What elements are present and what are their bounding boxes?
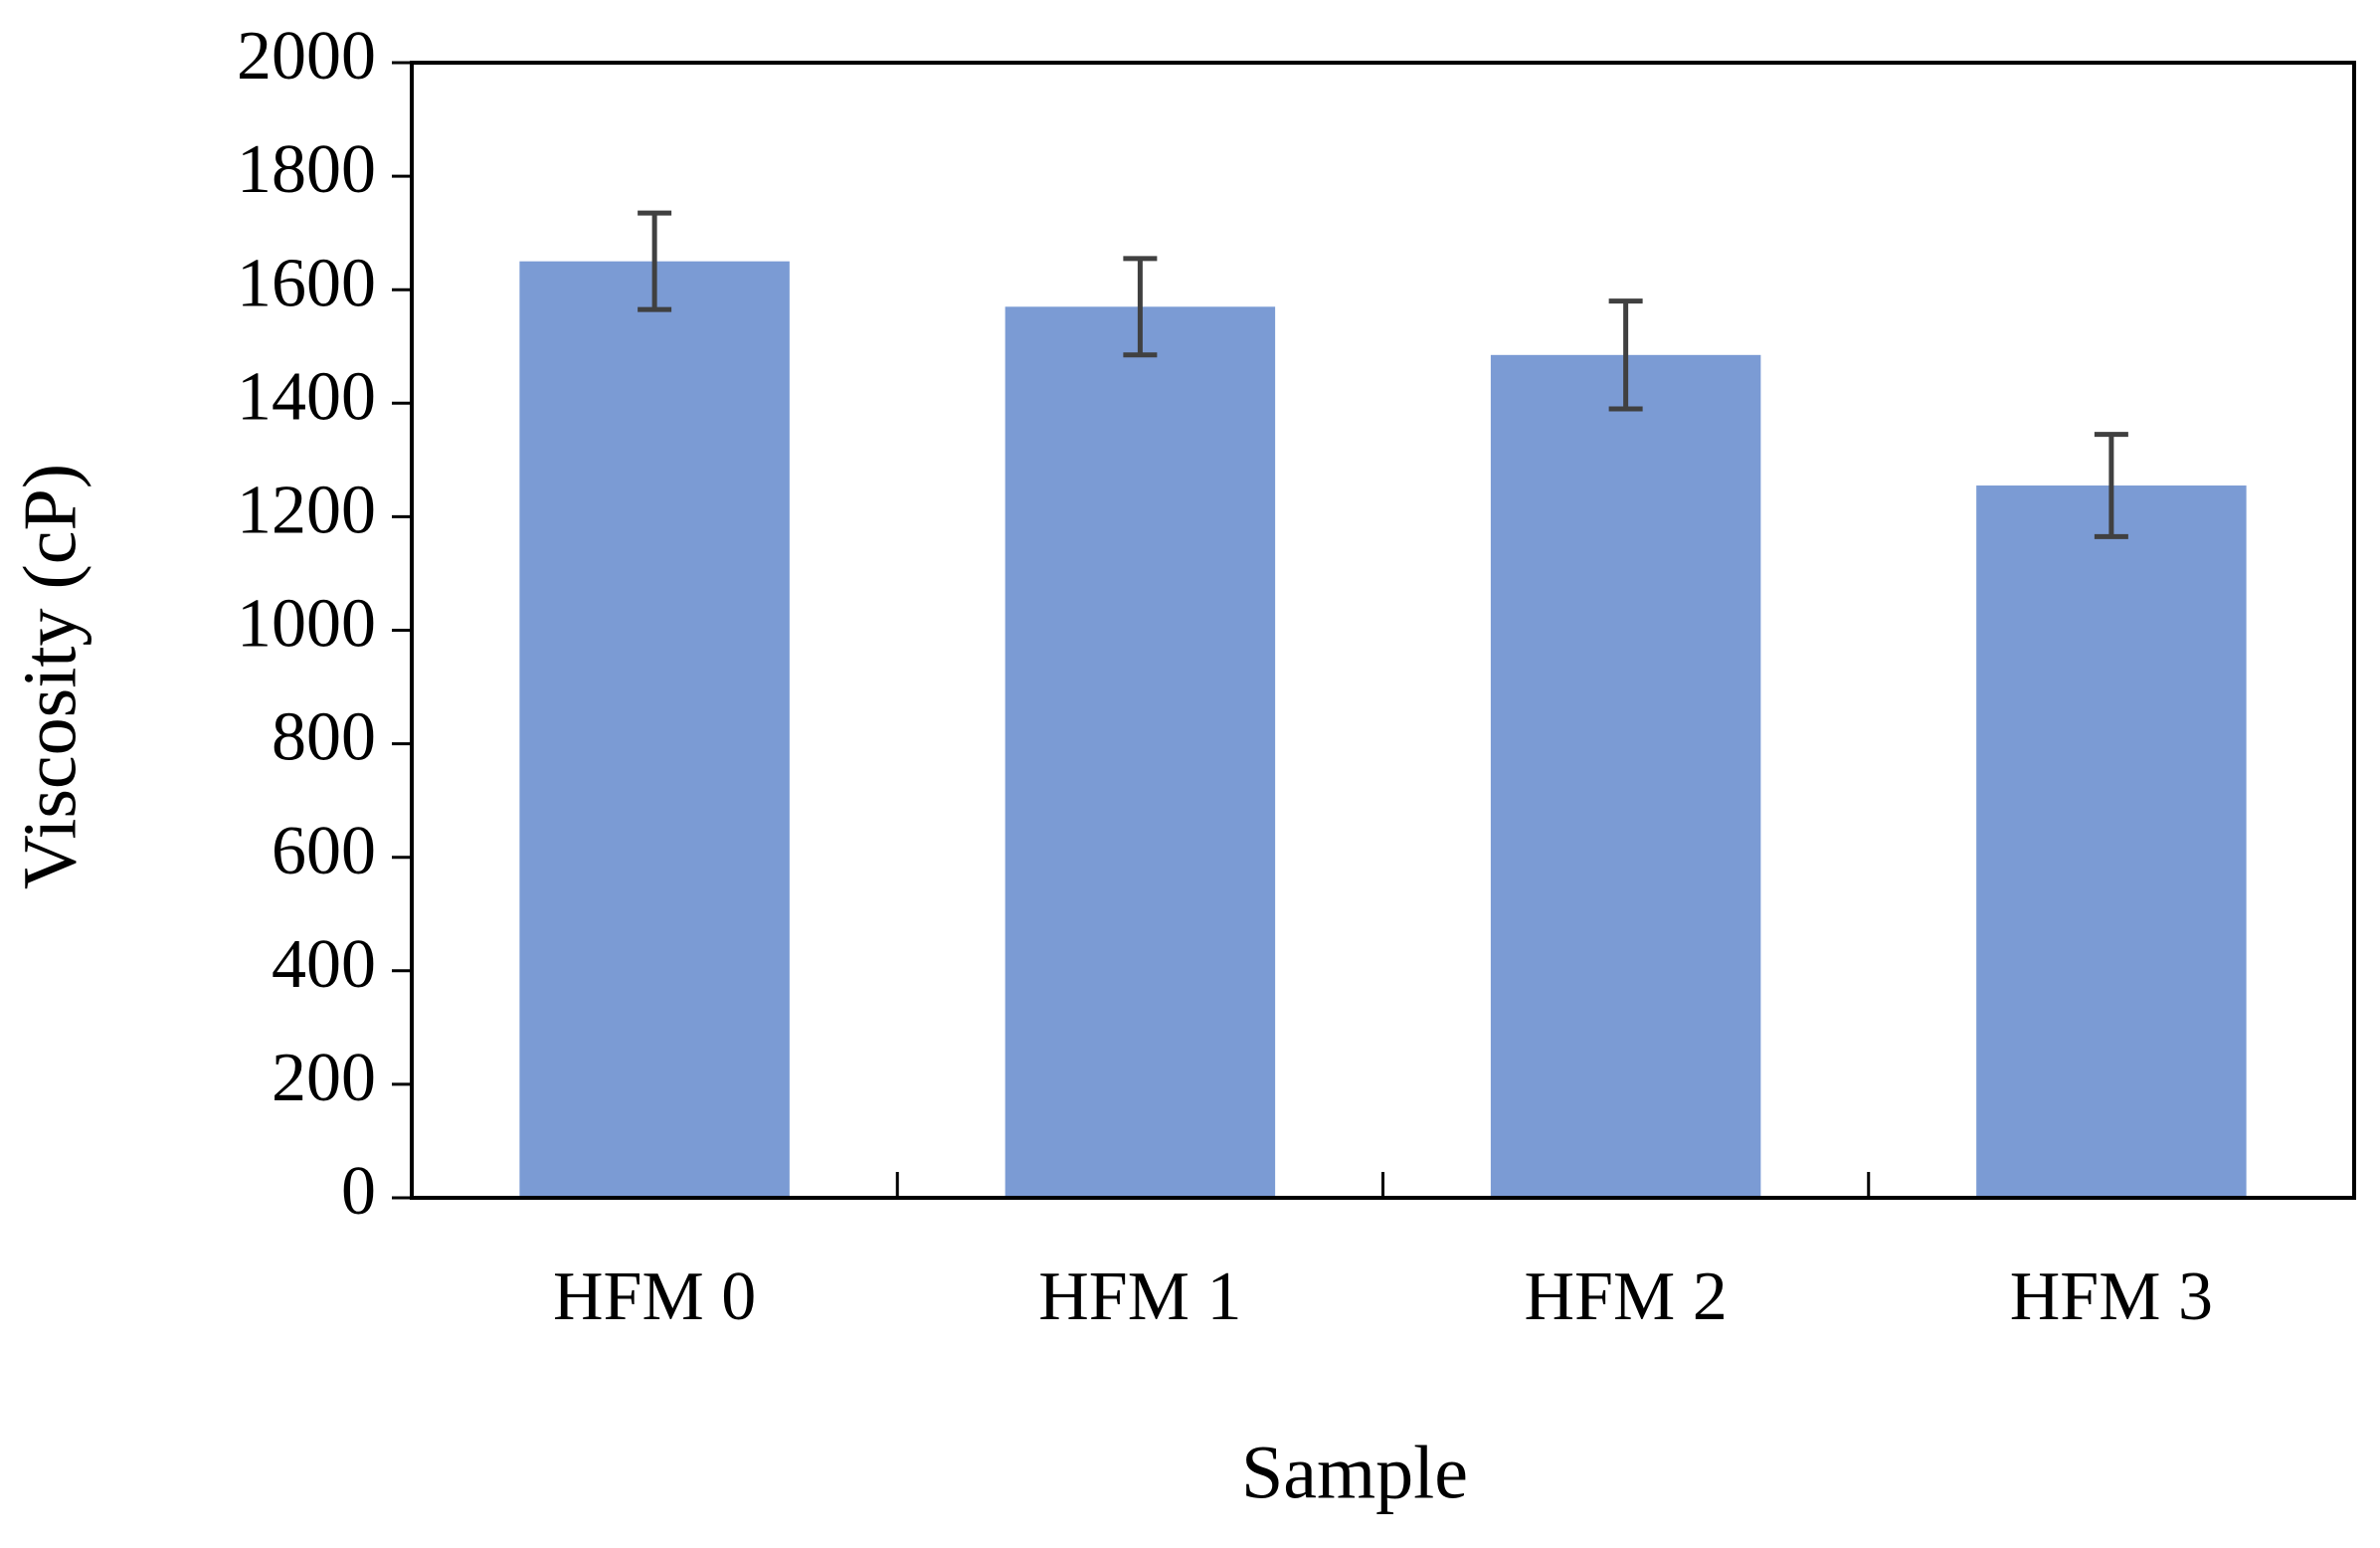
x-tick-label: HFM 0	[553, 1258, 756, 1335]
y-tick-label: 800	[272, 699, 376, 776]
y-tick-label: 1400	[237, 358, 376, 435]
error-bar	[1608, 298, 1643, 412]
y-tick-label: 0	[341, 1153, 376, 1230]
bar	[1005, 306, 1276, 1198]
y-axis-title: Viscosity (cP)	[8, 464, 92, 889]
error-bar	[638, 210, 672, 312]
y-tick-label: 2000	[237, 18, 376, 95]
error-bar	[2094, 432, 2128, 539]
plot-frame	[410, 61, 2356, 1200]
bar	[1490, 354, 1761, 1198]
y-tick-label: 1600	[237, 245, 376, 321]
y-tick-label: 1800	[237, 131, 376, 208]
x-axis-title: Sample	[1241, 1431, 1468, 1514]
y-tick-label: 600	[272, 813, 376, 889]
x-tick-label: HFM 1	[1038, 1258, 1241, 1335]
y-tick-label: 1200	[237, 472, 376, 548]
y-tick-label: 1000	[237, 586, 376, 663]
x-tick-label: HFM 3	[2010, 1258, 2213, 1335]
error-bar	[1123, 256, 1158, 358]
y-tick-label: 400	[272, 926, 376, 1003]
x-tick-label: HFM 2	[1525, 1258, 1728, 1335]
bar	[1976, 485, 2247, 1199]
bar	[519, 261, 790, 1198]
y-tick-label: 200	[272, 1040, 376, 1116]
